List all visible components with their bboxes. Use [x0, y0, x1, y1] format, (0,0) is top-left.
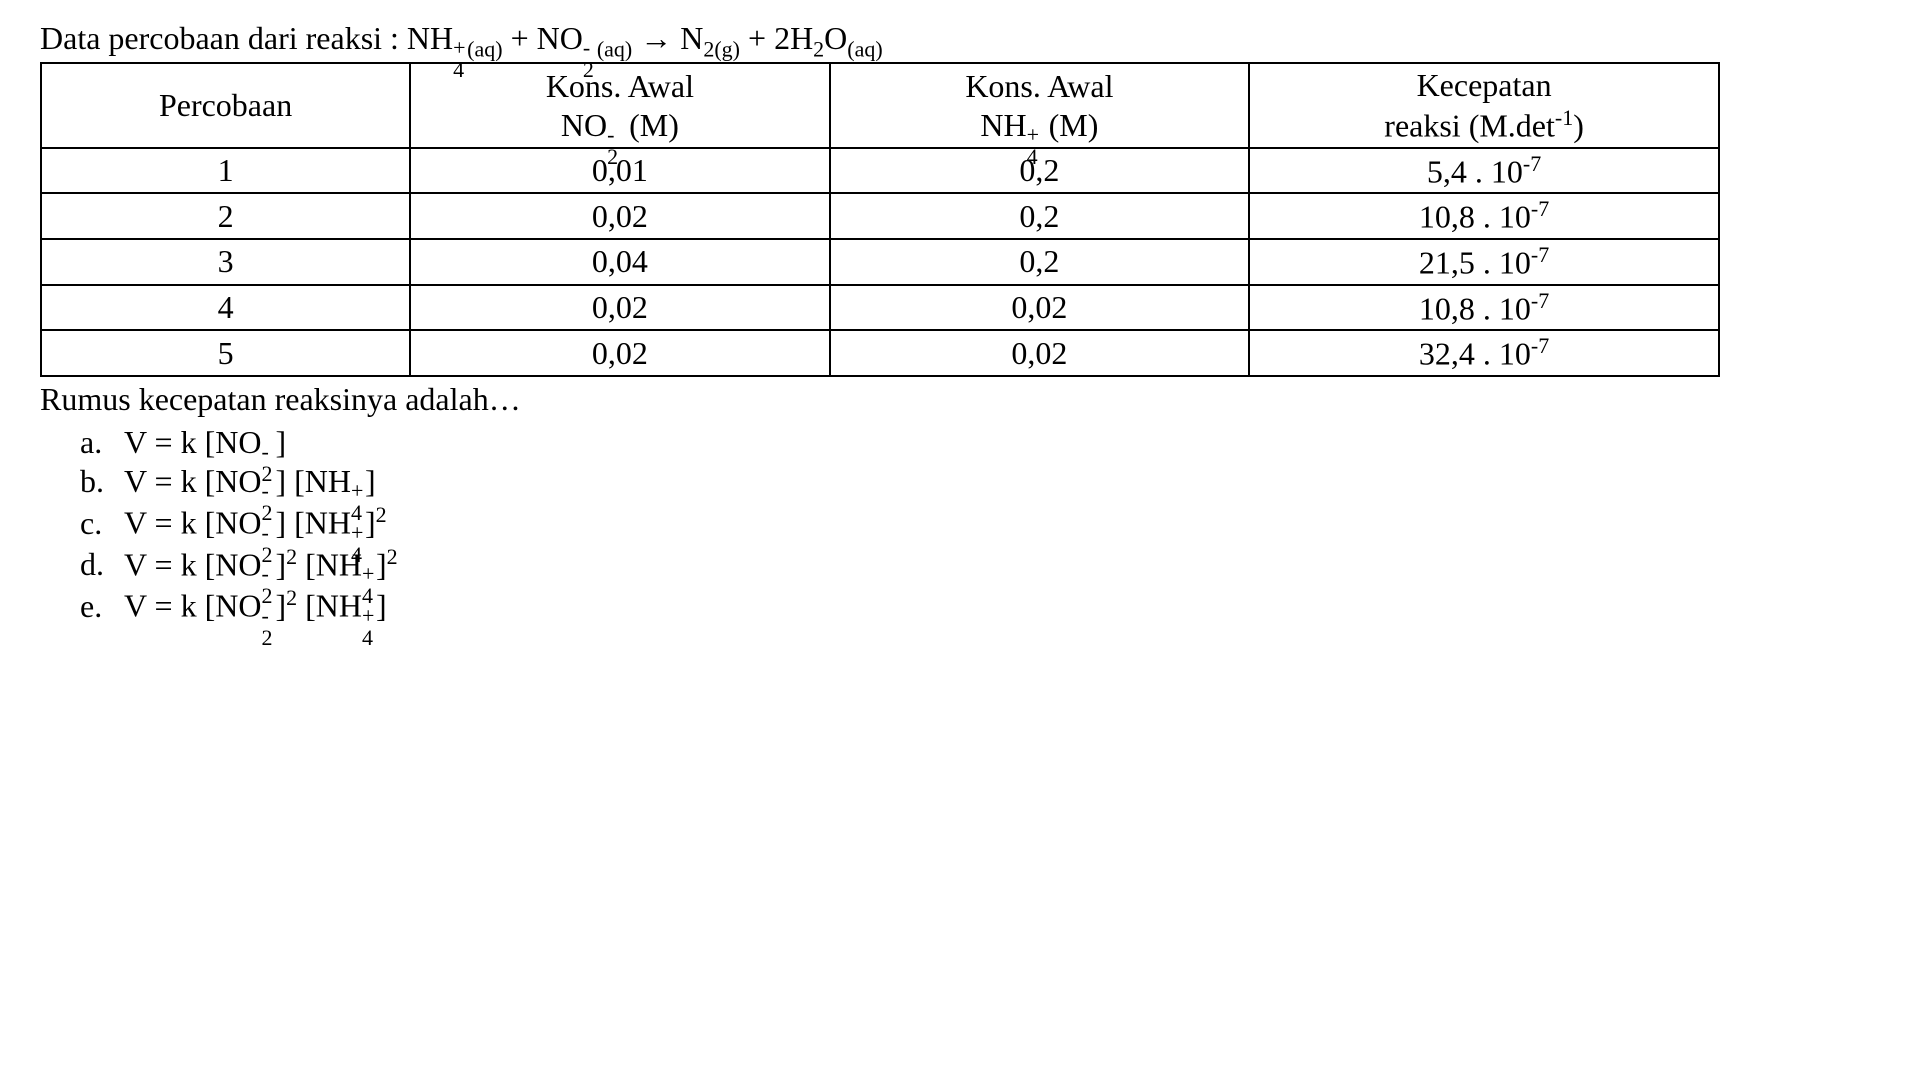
cell-n: 1 [41, 148, 410, 194]
table-row: 2 0,02 0,2 10,8 . 10-7 [41, 193, 1719, 239]
cell-nh4: 0,2 [830, 148, 1250, 194]
cell-rate: 21,5 . 10-7 [1249, 239, 1719, 285]
reaction-prefix: Data percobaan dari reaksi : [40, 20, 407, 56]
cell-n: 5 [41, 330, 410, 376]
option-letter: d. [80, 546, 124, 583]
cell-nh4: 0,2 [830, 193, 1250, 239]
table-header-row: Percobaan Kons. Awal NO2- (M) Kons. Awal… [41, 63, 1719, 147]
cell-n: 3 [41, 239, 410, 285]
cell-rate: 32,4 . 10-7 [1249, 330, 1719, 376]
option-expression: V = k [NO2-]2 [NH4+] [124, 585, 387, 625]
reaction-equation: Data percobaan dari reaksi : NH4+(aq) + … [40, 20, 1886, 62]
cell-rate: 10,8 . 10-7 [1249, 193, 1719, 239]
option-expression: V = k [NO2-] [124, 424, 286, 461]
table-row: 4 0,02 0,02 10,8 . 10-7 [41, 285, 1719, 331]
arrow-icon: → [632, 20, 680, 56]
cell-nh4: 0,2 [830, 239, 1250, 285]
option-letter: a. [80, 424, 124, 461]
option-e: e. V = k [NO2-]2 [NH4+] [80, 585, 1886, 625]
option-expression: V = k [NO2-] [NH4+] [124, 463, 376, 500]
column-header-rate: Kecepatan reaksi (M.det-1) [1249, 63, 1719, 147]
cell-no2: 0,02 [410, 193, 830, 239]
data-table: Percobaan Kons. Awal NO2- (M) Kons. Awal… [40, 62, 1720, 377]
column-header-nh4: Kons. Awal NH4+ (M) [830, 63, 1250, 147]
cell-nh4: 0,02 [830, 330, 1250, 376]
option-b: b. V = k [NO2-] [NH4+] [80, 463, 1886, 500]
column-header-no2: Kons. Awal NO2- (M) [410, 63, 830, 147]
cell-no2: 0,02 [410, 330, 830, 376]
option-a: a. V = k [NO2-] [80, 424, 1886, 461]
species-h2o: 2H2O(aq) [774, 20, 883, 56]
table-row: 1 0,01 0,2 5,4 . 10-7 [41, 148, 1719, 194]
option-letter: e. [80, 588, 124, 625]
species-no2: NO2-(aq) [537, 20, 633, 56]
cell-n: 2 [41, 193, 410, 239]
cell-rate: 10,8 . 10-7 [1249, 285, 1719, 331]
cell-rate: 5,4 . 10-7 [1249, 148, 1719, 194]
cell-no2: 0,02 [410, 285, 830, 331]
answer-options: a. V = k [NO2-] b. V = k [NO2-] [NH4+] c… [40, 424, 1886, 625]
question-text: Rumus kecepatan reaksinya adalah… [40, 381, 1886, 418]
species-nh4: NH4+(aq) [407, 20, 503, 56]
option-expression: V = k [NO2-] [NH4+]2 [124, 502, 387, 542]
cell-n: 4 [41, 285, 410, 331]
cell-nh4: 0,02 [830, 285, 1250, 331]
column-header-percobaan: Percobaan [41, 63, 410, 147]
cell-no2: 0,04 [410, 239, 830, 285]
species-n2: N2(g) [680, 20, 740, 56]
cell-no2: 0,01 [410, 148, 830, 194]
table-row: 5 0,02 0,02 32,4 . 10-7 [41, 330, 1719, 376]
table-row: 3 0,04 0,2 21,5 . 10-7 [41, 239, 1719, 285]
option-letter: c. [80, 505, 124, 542]
option-letter: b. [80, 463, 124, 500]
